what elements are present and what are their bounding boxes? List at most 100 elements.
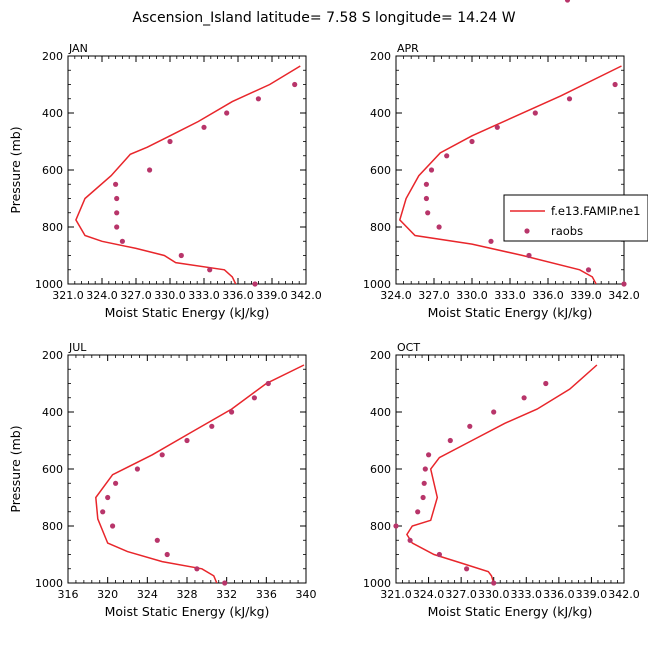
x-tick-label: 327.0 xyxy=(445,588,477,601)
raobs-point xyxy=(292,81,298,88)
x-tick-label: 330.0 xyxy=(154,289,186,302)
raobs-point xyxy=(469,138,475,145)
y-tick-label: 400 xyxy=(370,406,391,419)
raobs-point xyxy=(543,380,549,387)
raobs-point xyxy=(491,580,497,586)
y-tick-label: 600 xyxy=(42,463,63,476)
x-tick-label: 330.0 xyxy=(478,588,510,601)
y-tick-label: 200 xyxy=(370,50,391,63)
raobs-point xyxy=(265,380,271,387)
x-tick-label: 342.0 xyxy=(290,289,322,302)
raobs-point xyxy=(464,566,470,572)
raobs-point xyxy=(207,267,213,273)
y-tick-label: 800 xyxy=(42,221,63,234)
raobs-point xyxy=(491,409,497,415)
raobs-point xyxy=(229,409,235,415)
raobs-point xyxy=(426,452,432,458)
model-series-line xyxy=(398,65,622,284)
plot-frame xyxy=(67,55,307,285)
y-tick-label: 800 xyxy=(370,520,391,533)
x-tick-label: 327.0 xyxy=(418,289,450,302)
raobs-point xyxy=(415,509,421,515)
x-tick-label: 339.0 xyxy=(570,289,602,302)
x-tick-label: 324 xyxy=(137,588,158,601)
model-series-line xyxy=(75,65,301,284)
x-tick-label: 342.0 xyxy=(608,588,640,601)
y-tick-label: 600 xyxy=(370,164,391,177)
x-tick-label: 336.0 xyxy=(222,289,254,302)
y-tick-label: 1000 xyxy=(35,577,63,590)
y-tick-label: 1000 xyxy=(363,577,391,590)
raobs-point xyxy=(252,281,258,287)
raobs-point xyxy=(532,110,538,116)
x-tick-label: 316 xyxy=(58,588,79,601)
x-tick-label: 340 xyxy=(296,588,317,601)
y-tick-label: 200 xyxy=(42,50,63,63)
model-series-line xyxy=(95,364,305,583)
y-tick-label: 400 xyxy=(42,107,63,120)
panel-label: OCT xyxy=(397,341,420,354)
raobs-point xyxy=(422,466,428,472)
x-axis-label: Moist Static Energy (kJ/kg) xyxy=(105,604,270,619)
raobs-point xyxy=(194,566,200,572)
x-tick-label: 324.0 xyxy=(86,289,118,302)
x-tick-label: 321.0 xyxy=(52,289,84,302)
raobs-point xyxy=(621,281,627,287)
x-tick-label: 328 xyxy=(177,588,198,601)
x-tick-label: 324.0 xyxy=(380,289,412,302)
y-tick-label: 800 xyxy=(42,520,63,533)
y-tick-label: 600 xyxy=(370,463,391,476)
x-tick-label: 333.0 xyxy=(511,588,543,601)
y-tick-label: 200 xyxy=(370,349,391,362)
panel-jan: JAN 321.0 324.0 327.0 330.0 333.0 336.0 339.0 34… xyxy=(8,42,322,320)
raobs-point xyxy=(423,195,429,202)
raobs-point xyxy=(119,238,125,244)
legend-dot-label: raobs xyxy=(551,224,583,238)
raobs-point xyxy=(612,81,618,88)
x-tick-label: 339.0 xyxy=(256,289,288,302)
panel-label: JAN xyxy=(68,42,88,55)
raobs-point xyxy=(447,437,453,444)
x-tick-label: 332 xyxy=(216,588,237,601)
raobs-point xyxy=(428,167,435,173)
raobs-point xyxy=(105,494,111,501)
raobs-point xyxy=(521,395,527,401)
y-tick-label: 800 xyxy=(370,221,391,234)
raobs-point xyxy=(167,138,173,145)
x-axis-label: Moist Static Energy (kJ/kg) xyxy=(428,305,593,320)
legend-dot-swatch xyxy=(524,228,530,234)
raobs-point xyxy=(467,423,473,429)
raobs-point xyxy=(110,523,116,529)
y-axis-label: Pressure (mb) xyxy=(8,126,23,213)
plot-frame xyxy=(67,354,307,584)
raobs-point xyxy=(159,452,165,458)
x-tick-label: 330.0 xyxy=(456,289,488,302)
x-tick-label: 333.0 xyxy=(188,289,220,302)
raobs-point xyxy=(421,480,427,486)
y-tick-label: 600 xyxy=(42,164,63,177)
legend-line-label: f.e13.FAMIP.ne1 xyxy=(551,204,640,218)
y-tick-label: 1000 xyxy=(363,278,391,291)
panel-apr: APR 324.0 327.0 330.0 333.0 336.0 339.0 342.0 20… xyxy=(363,42,640,320)
x-axis-label: Moist Static Energy (kJ/kg) xyxy=(105,305,270,320)
x-tick-label: 327.0 xyxy=(120,289,152,302)
raobs-point xyxy=(147,167,153,173)
raobs-point xyxy=(423,181,429,187)
y-tick-label: 400 xyxy=(42,406,63,419)
raobs-point xyxy=(488,238,494,244)
raobs-point xyxy=(154,537,160,543)
raobs-point xyxy=(425,210,431,216)
raobs-point xyxy=(114,195,120,202)
raobs-point xyxy=(113,480,119,486)
legend: f.e13.FAMIP.ne1 raobs xyxy=(503,194,648,242)
raobs-point xyxy=(209,423,215,429)
raobs-point xyxy=(113,181,119,187)
raobs-point xyxy=(564,0,571,3)
x-tick-label: 336.0 xyxy=(543,588,575,601)
raobs-point xyxy=(201,124,207,130)
raobs-point xyxy=(251,395,257,401)
raobs-point xyxy=(494,124,500,130)
